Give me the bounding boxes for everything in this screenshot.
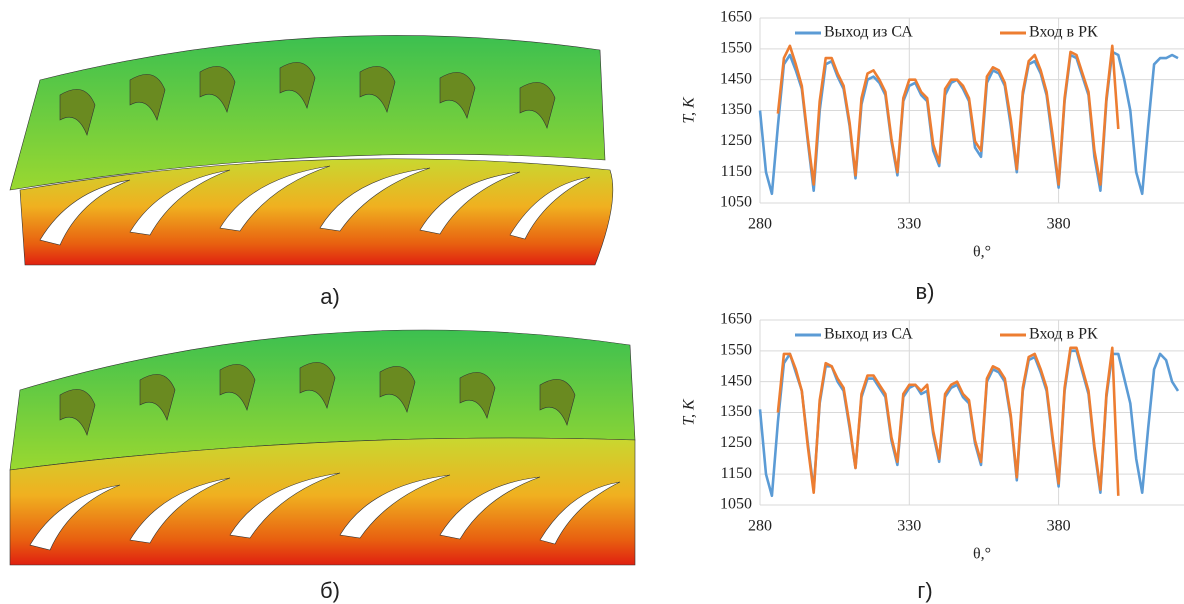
y-tick-label: 1450	[720, 372, 752, 389]
x-tick-label: 330	[897, 518, 921, 535]
x-axis-label: θ,°	[973, 546, 991, 563]
render-bottom	[9, 329, 636, 566]
y-tick-label: 1550	[720, 40, 752, 57]
legend-label: Выход из СА	[824, 326, 913, 343]
y-tick-label: 1450	[720, 70, 752, 87]
y-tick-label: 1350	[720, 403, 752, 420]
panel-label: б)	[320, 578, 340, 603]
y-tick-label: 1650	[720, 311, 752, 328]
x-tick-label: 280	[748, 216, 772, 233]
y-tick-label: 1150	[721, 163, 752, 180]
series-line	[776, 44, 1120, 186]
y-tick-label: 1650	[720, 9, 752, 26]
y-tick-label: 1250	[720, 434, 752, 451]
legend-label: Вход в РК	[1029, 326, 1098, 343]
x-tick-label: 280	[748, 518, 772, 535]
y-tick-label: 1050	[720, 496, 752, 513]
x-tick-label: 380	[1047, 216, 1071, 233]
legend-label: Выход из СА	[824, 24, 913, 41]
legend-label: Вход в РК	[1029, 24, 1098, 41]
panel-label: г)	[917, 578, 932, 603]
y-tick-label: 1550	[720, 342, 752, 359]
y-axis-label: T, К	[681, 96, 698, 124]
x-tick-label: 330	[897, 216, 921, 233]
y-tick-label: 1150	[721, 465, 752, 482]
panel-label: а)	[320, 284, 340, 309]
x-axis-label: θ,°	[973, 244, 991, 261]
x-tick-label: 380	[1047, 518, 1071, 535]
y-axis-label: T, К	[681, 398, 698, 426]
render-top	[9, 35, 614, 266]
panel-label: в)	[915, 279, 934, 304]
y-tick-label: 1250	[720, 132, 752, 149]
series-line	[776, 346, 1120, 496]
y-tick-label: 1050	[720, 194, 752, 211]
y-tick-label: 1350	[720, 101, 752, 118]
